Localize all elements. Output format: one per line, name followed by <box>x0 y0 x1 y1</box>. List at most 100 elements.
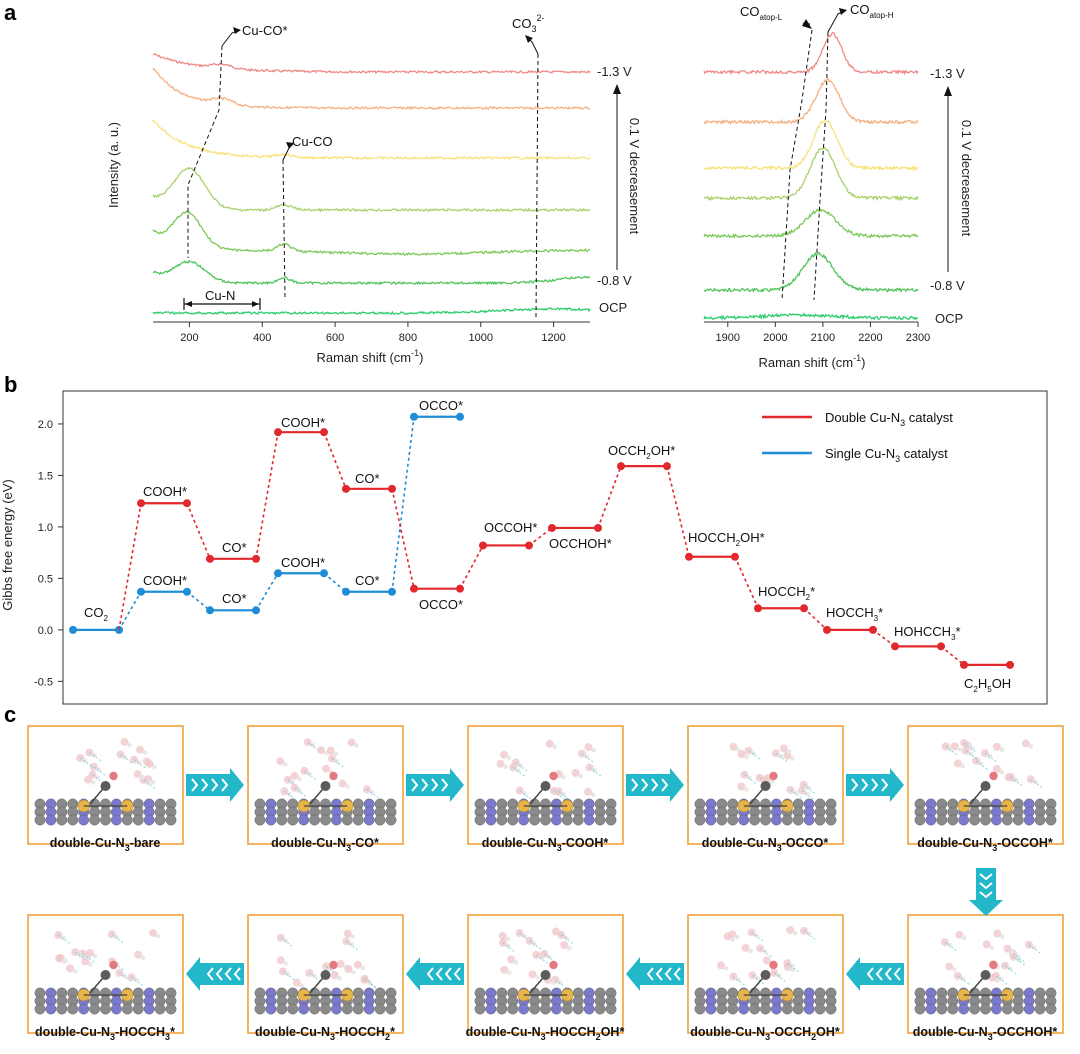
atom <box>165 814 177 826</box>
h-bond <box>280 937 294 948</box>
atom <box>723 966 729 971</box>
atom <box>547 954 552 960</box>
atom <box>298 814 310 826</box>
atom <box>349 941 354 947</box>
step-label-s-occo: OCCO* <box>419 398 463 413</box>
h-bond <box>1010 776 1024 787</box>
atom <box>344 965 353 974</box>
spectrum-line-left <box>152 307 591 316</box>
step-label-d-hohcch3: HOHCCH3* <box>894 624 961 642</box>
label-minus-0-8-right: -0.8 V <box>930 278 965 293</box>
atom <box>385 814 397 826</box>
spectra-left <box>152 53 591 316</box>
spectra-right <box>703 31 919 321</box>
chevron <box>444 967 452 981</box>
plot-frame-b <box>62 390 1048 705</box>
atom <box>744 754 749 760</box>
spectrum-line-right <box>703 77 919 125</box>
anno-atop-h-arrow <box>827 9 847 33</box>
atom <box>584 743 593 752</box>
atom <box>980 1003 991 1015</box>
arrow-body <box>626 768 684 802</box>
h-bond <box>751 932 764 942</box>
spectrum-line-left <box>152 259 591 286</box>
step-label-s-co2: CO* <box>355 573 380 588</box>
chevron <box>979 873 993 881</box>
step-label-d-co1: CO* <box>222 540 247 555</box>
atom <box>948 747 954 752</box>
energy-connector <box>186 591 211 611</box>
atom <box>352 814 364 826</box>
energy-point <box>685 552 693 561</box>
atom <box>1000 934 1005 939</box>
atom <box>694 814 706 826</box>
atom <box>140 955 146 960</box>
decrease-text-right: 0.1 V decreasement <box>959 120 974 237</box>
structure-panel: double-Cu-N3-HOCCH2* <box>247 914 404 1042</box>
atom <box>760 781 771 791</box>
atom <box>474 1003 486 1015</box>
y-tick-label: 0.0 <box>38 625 53 637</box>
y-tick-label: 2.0 <box>38 419 53 431</box>
energy-connector <box>528 527 553 547</box>
h-bond <box>82 953 96 963</box>
atom <box>551 814 562 826</box>
atom <box>825 814 837 826</box>
atom <box>254 1003 266 1015</box>
atom <box>354 743 359 748</box>
energy-connector <box>872 629 896 647</box>
atom <box>352 1003 364 1015</box>
y-ticks-b: -0.5 0.0 0.5 1.0 1.5 2.0 <box>34 419 63 688</box>
atom <box>287 1003 299 1015</box>
atom <box>506 755 512 761</box>
atom <box>152 764 157 770</box>
arrow-body <box>846 957 904 991</box>
atom <box>100 970 111 980</box>
atom <box>936 1003 948 1015</box>
energy-point <box>617 462 625 471</box>
step-label-d-cooh2: COOH* <box>281 415 325 430</box>
atom <box>95 775 100 780</box>
atom <box>67 1003 79 1015</box>
y-tick-label: -0.5 <box>34 676 53 688</box>
h-bond <box>529 940 542 951</box>
spectrum-line-right <box>703 312 919 321</box>
chevron <box>206 967 214 981</box>
raman-plot-left: 200 400 600 800 1000 1200 Raman shift (cm-1) … <box>106 13 642 365</box>
atom <box>312 973 317 979</box>
atom <box>507 955 516 964</box>
atom <box>322 764 331 773</box>
atom <box>1034 1003 1046 1015</box>
atom <box>136 745 145 754</box>
atom <box>134 950 143 959</box>
atom <box>792 814 804 826</box>
arrow-body <box>186 768 244 802</box>
structure-panel: double-Cu-N3-OCCOH* <box>907 725 1064 853</box>
h-bond <box>502 942 516 953</box>
atom <box>515 768 521 773</box>
label-minus-1-3-right: -1.3 V <box>930 66 965 81</box>
atom <box>133 770 142 779</box>
energy-connector <box>940 645 965 666</box>
energy-connector <box>323 572 347 593</box>
atom <box>727 814 739 826</box>
atom <box>287 814 299 826</box>
atom <box>297 776 302 782</box>
atom <box>566 945 572 951</box>
structures-panel: double-Cu-N3-bare double-Cu-N3-CO* double-… <box>27 725 1064 1042</box>
atom <box>790 756 795 761</box>
atom <box>109 960 118 970</box>
h-bond <box>58 934 71 945</box>
h-bond <box>744 774 757 785</box>
h-bond <box>366 789 380 799</box>
atom <box>343 929 352 938</box>
energy-connector <box>118 591 142 631</box>
h-bond <box>331 758 345 768</box>
atom <box>572 1003 584 1015</box>
atom <box>121 1003 133 1015</box>
structure-caption: double-Cu-N3-CO* <box>271 836 379 853</box>
atom <box>960 764 966 769</box>
chevron <box>871 778 879 792</box>
cu-co-star-dash <box>187 45 223 258</box>
atom <box>148 929 157 938</box>
